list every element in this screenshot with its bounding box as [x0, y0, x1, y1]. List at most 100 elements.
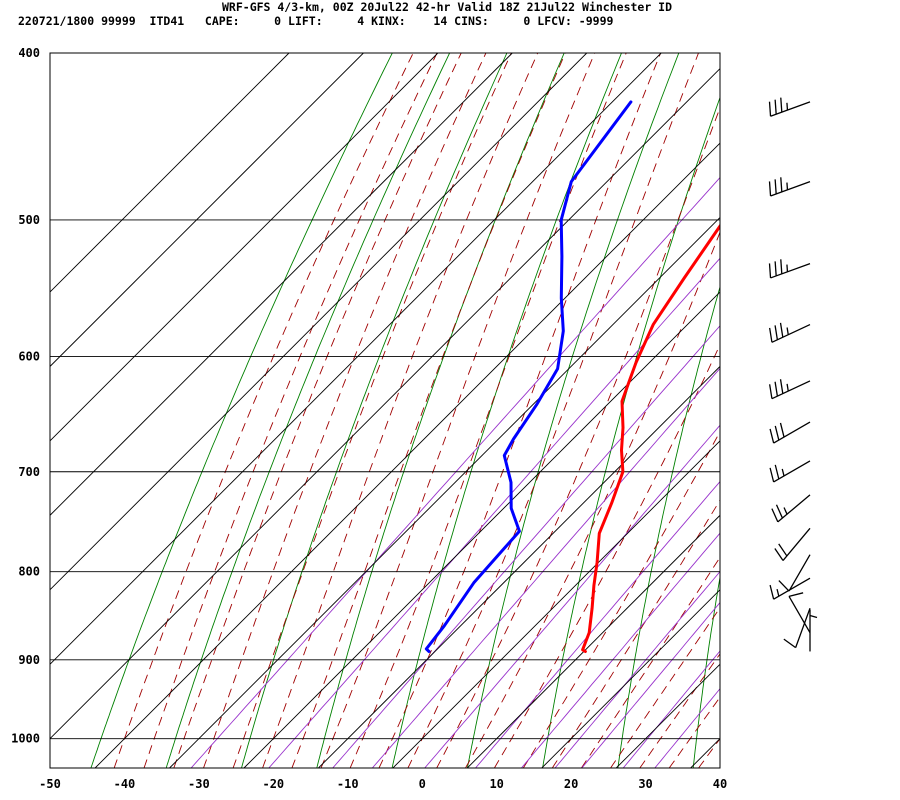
- wind-barb-feather: [774, 464, 780, 480]
- wind-barb-feather: [769, 384, 773, 399]
- moist-adiabat: [262, 53, 539, 768]
- grid: [50, 52, 720, 768]
- temperature-profile: [581, 223, 720, 653]
- reference-lines: [90, 44, 900, 768]
- wind-barb-half-feather: [783, 507, 788, 515]
- wind-barb-half-feather: [809, 614, 818, 619]
- temperature-tick-label: 30: [638, 777, 652, 791]
- pressure-tick-label: 700: [18, 465, 40, 479]
- wind-barb: [768, 97, 811, 117]
- mixing-ratio-line: [554, 570, 720, 768]
- isotherm: [50, 53, 290, 293]
- pressure-tick-label: 900: [18, 653, 40, 667]
- isotherm: [466, 514, 720, 768]
- mixing-ratio-line: [581, 601, 720, 768]
- moist-adiabat: [551, 499, 720, 768]
- dewpoint-profile: [424, 100, 633, 653]
- dry-adiabat: [542, 96, 720, 768]
- dry-adiabat: [316, 53, 565, 768]
- wind-barb-staff: [782, 527, 811, 561]
- temperature-tick-label: -10: [337, 777, 359, 791]
- dry-adiabat: [769, 44, 900, 768]
- dry-adiabat: [241, 53, 508, 768]
- temperature-tick-label: 10: [489, 777, 503, 791]
- moist-adiabat: [378, 53, 662, 768]
- dry-adiabat: [466, 53, 680, 768]
- wind-barb-feather: [779, 379, 784, 394]
- moist-adiabat: [639, 653, 720, 768]
- moist-adiabat: [232, 53, 512, 768]
- isotherm: [243, 291, 720, 768]
- pressure-tick-label: 1000: [11, 732, 40, 746]
- isotherm: [392, 440, 720, 768]
- temperature-axis: -50 -40 -30 -20 -10 0 10 20 30 40: [39, 777, 727, 791]
- wind-barb-staff: [773, 421, 811, 444]
- dry-adiabat: [617, 285, 720, 768]
- moist-adiabat: [522, 430, 720, 768]
- wind-barb-staff: [771, 323, 811, 343]
- isotherm: [50, 53, 662, 665]
- mixing-ratio-line: [424, 424, 720, 768]
- pressure-tick-label: 800: [18, 565, 40, 579]
- moist-adiabat: [113, 53, 414, 768]
- wind-barb-feather: [774, 425, 780, 441]
- wind-barb-feather: [769, 467, 775, 483]
- isotherm: [94, 142, 720, 768]
- moist-adiabat: [203, 53, 487, 768]
- isotherm: [615, 663, 720, 768]
- wind-barb-staff: [770, 262, 811, 279]
- temperature-tick-label: 0: [419, 777, 426, 791]
- chart-subtitle-indices: 220721/1800 99999 ITD41 CAPE: 0 LIFT: 4 …: [18, 14, 614, 28]
- wind-barb-half-feather: [776, 588, 780, 597]
- wind-barb-feather: [774, 381, 779, 397]
- wind-barb-feather: [769, 584, 775, 600]
- wind-barb-staff: [795, 607, 811, 648]
- wind-barb-feather: [783, 638, 797, 649]
- mixing-ratio-line: [654, 688, 720, 768]
- mixing-ratio-line: [521, 532, 720, 768]
- wind-barb-feather: [768, 181, 772, 197]
- wind-barb-half-feather: [786, 182, 789, 190]
- wind-barb-half-feather: [786, 264, 789, 272]
- isotherm: [50, 68, 720, 740]
- wind-barb-half-feather: [781, 468, 785, 477]
- wind-barb-feather: [774, 261, 777, 276]
- wind-barb-feather: [774, 179, 777, 194]
- pressure-tick-label: 500: [18, 213, 40, 227]
- wind-barb-feather: [788, 592, 804, 597]
- wind-barb: [769, 421, 811, 444]
- moist-adiabat: [494, 343, 720, 768]
- wind-barb-staff: [788, 554, 811, 592]
- wind-barb: [768, 259, 811, 279]
- dry-adiabat: [844, 44, 900, 768]
- dry-adiabat: [391, 53, 622, 768]
- wind-barb-feather: [779, 422, 785, 438]
- wind-barb-half-feather: [786, 102, 789, 111]
- wind-barb: [769, 577, 811, 600]
- wind-barb-feather: [774, 325, 779, 340]
- mixing-ratio-line: [332, 325, 720, 768]
- moist-adiabat: [407, 53, 699, 768]
- mixing-ratio-line: [371, 367, 720, 768]
- wind-barb-staff: [770, 101, 811, 117]
- wind-barb-feather: [780, 97, 783, 113]
- wind-barb: [769, 379, 811, 400]
- wind-barb-staff: [773, 577, 811, 600]
- temperature-tick-label: -20: [262, 777, 284, 791]
- wind-barb-staff: [770, 180, 811, 197]
- wind-barb-feather: [769, 428, 775, 444]
- temperature-tick-label: 20: [564, 777, 578, 791]
- dry-adiabat: [692, 574, 720, 768]
- wind-barb-feather: [774, 99, 777, 115]
- wind-barb: [809, 609, 818, 652]
- wind-barb-feather: [774, 548, 784, 561]
- temperature-tick-label: -50: [39, 777, 61, 791]
- moist-adiabat: [581, 556, 720, 768]
- wind-barb-feather: [768, 101, 772, 117]
- mixing-ratio-line: [190, 176, 720, 768]
- wind-barb: [778, 554, 811, 592]
- dry-adiabat: [90, 53, 393, 768]
- temperature-tick-label: -40: [114, 777, 136, 791]
- mixing-ratio-line: [622, 650, 720, 768]
- moist-adiabat: [143, 53, 438, 768]
